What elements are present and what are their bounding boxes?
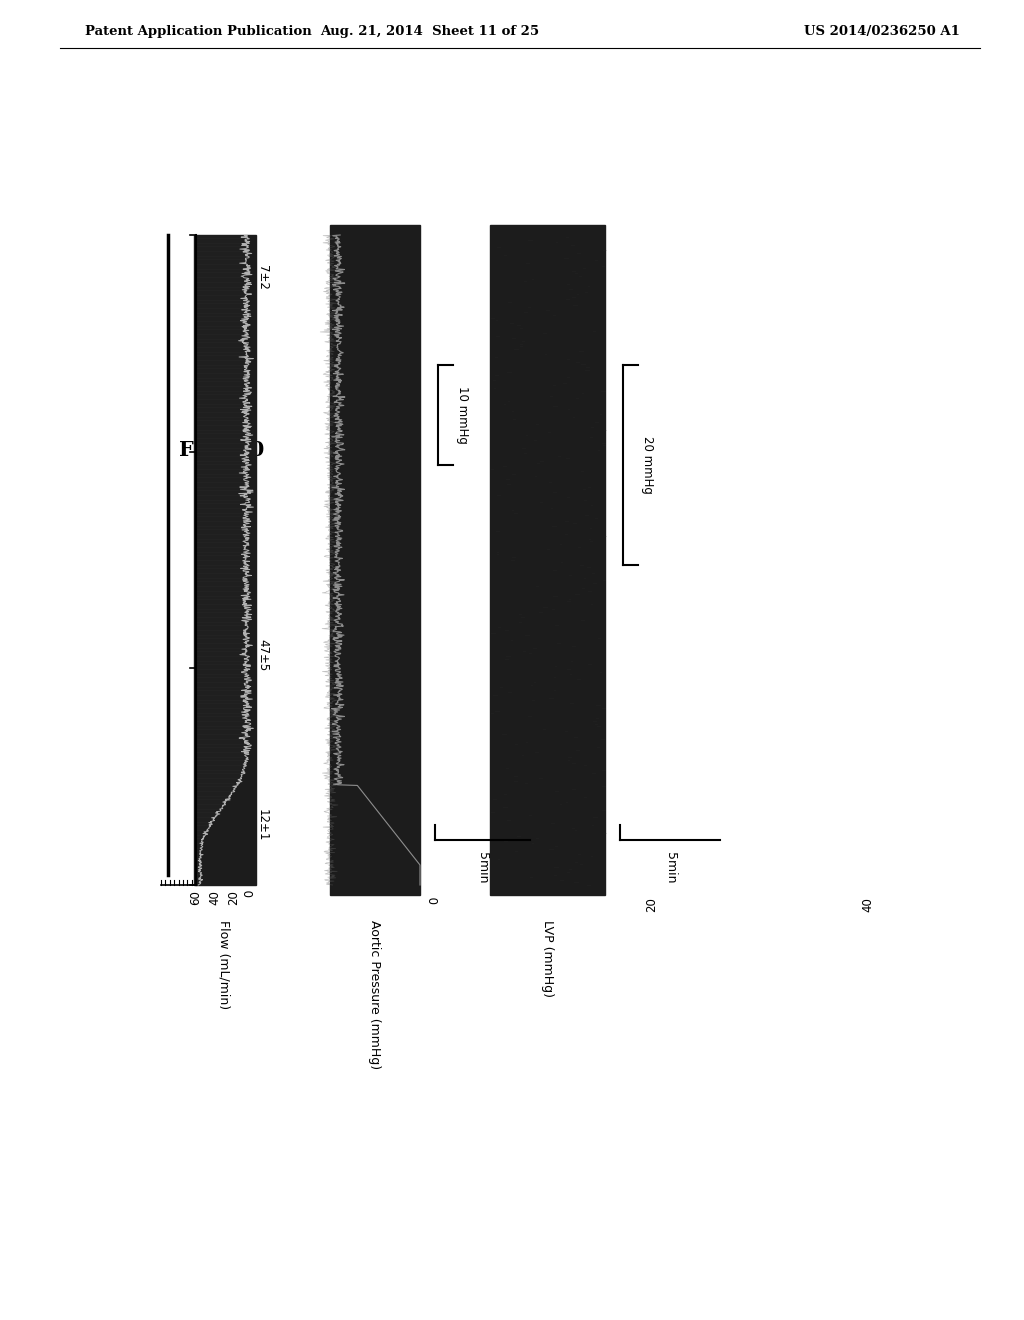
Text: Aortic Pressure (mmHg): Aortic Pressure (mmHg) (369, 920, 382, 1069)
Text: 12±1: 12±1 (256, 809, 269, 841)
Bar (194, 235, 256, 884)
Text: 0: 0 (244, 890, 256, 898)
Text: 20: 20 (645, 898, 658, 912)
Text: 7±2: 7±2 (256, 265, 269, 290)
Text: 60: 60 (189, 890, 203, 906)
Text: LVP (mmHg): LVP (mmHg) (541, 920, 554, 997)
Text: 20: 20 (227, 890, 240, 906)
Text: 40: 40 (208, 890, 221, 906)
Text: 47±5: 47±5 (256, 639, 269, 671)
Bar (330, 224, 420, 895)
Text: 5min: 5min (476, 851, 489, 883)
Text: Flow (mL/min): Flow (mL/min) (217, 920, 230, 1008)
Text: US 2014/0236250 A1: US 2014/0236250 A1 (804, 25, 961, 38)
Text: 0: 0 (428, 898, 441, 904)
Text: FIG. 10: FIG. 10 (179, 440, 264, 459)
Bar (490, 224, 605, 895)
Text: Patent Application Publication: Patent Application Publication (85, 25, 311, 38)
Text: 40: 40 (862, 898, 874, 912)
Text: Aug. 21, 2014  Sheet 11 of 25: Aug. 21, 2014 Sheet 11 of 25 (321, 25, 540, 38)
Text: 20 mmHg: 20 mmHg (641, 436, 654, 494)
Text: 10 mmHg: 10 mmHg (456, 385, 469, 444)
Text: 5min: 5min (664, 851, 677, 883)
